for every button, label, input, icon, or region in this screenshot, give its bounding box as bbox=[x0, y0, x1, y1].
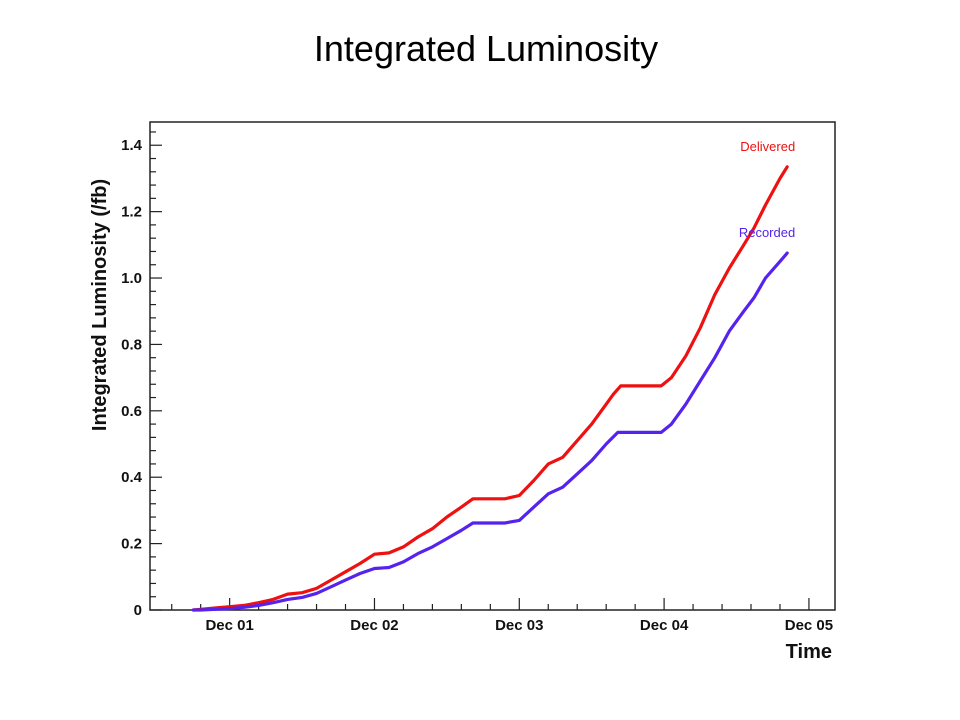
y-axis-title: Integrated Luminosity (/fb) bbox=[89, 179, 111, 431]
axis-labels: 0 0.2 0.4 0.6 0.8 1.0 1.2 1.4 Dec 01 Dec 02 Dec 03… bbox=[121, 137, 833, 634]
x-tick-label: Dec 03 bbox=[495, 617, 543, 634]
series-label-delivered: Delivered bbox=[740, 139, 795, 154]
series-line-recorded bbox=[191, 251, 789, 612]
x-axis-title: Time bbox=[786, 641, 832, 663]
y-tick-label: 0.8 bbox=[121, 336, 142, 353]
y-tick-label: 1.2 bbox=[121, 204, 142, 221]
y-tick-label: 0.4 bbox=[121, 469, 143, 486]
y-tick-label: 1.0 bbox=[121, 270, 142, 287]
y-tick-label: 1.4 bbox=[121, 137, 143, 154]
series-label-recorded: Recorded bbox=[739, 225, 795, 240]
series-lines bbox=[191, 165, 789, 612]
x-tick-label: Dec 04 bbox=[640, 617, 689, 634]
y-tick-label: 0 bbox=[134, 602, 142, 619]
x-tick-label: Dec 02 bbox=[350, 617, 398, 634]
y-tick-label: 0.6 bbox=[121, 403, 142, 420]
slide-title: Integrated Luminosity bbox=[313, 28, 659, 69]
x-tick-label: Dec 05 bbox=[785, 617, 833, 634]
y-tick-label: 0.2 bbox=[121, 536, 142, 553]
plot-frame bbox=[149, 121, 836, 611]
x-tick-label: Dec 01 bbox=[205, 617, 253, 634]
series-line-delivered bbox=[191, 165, 789, 612]
axes bbox=[149, 121, 836, 611]
